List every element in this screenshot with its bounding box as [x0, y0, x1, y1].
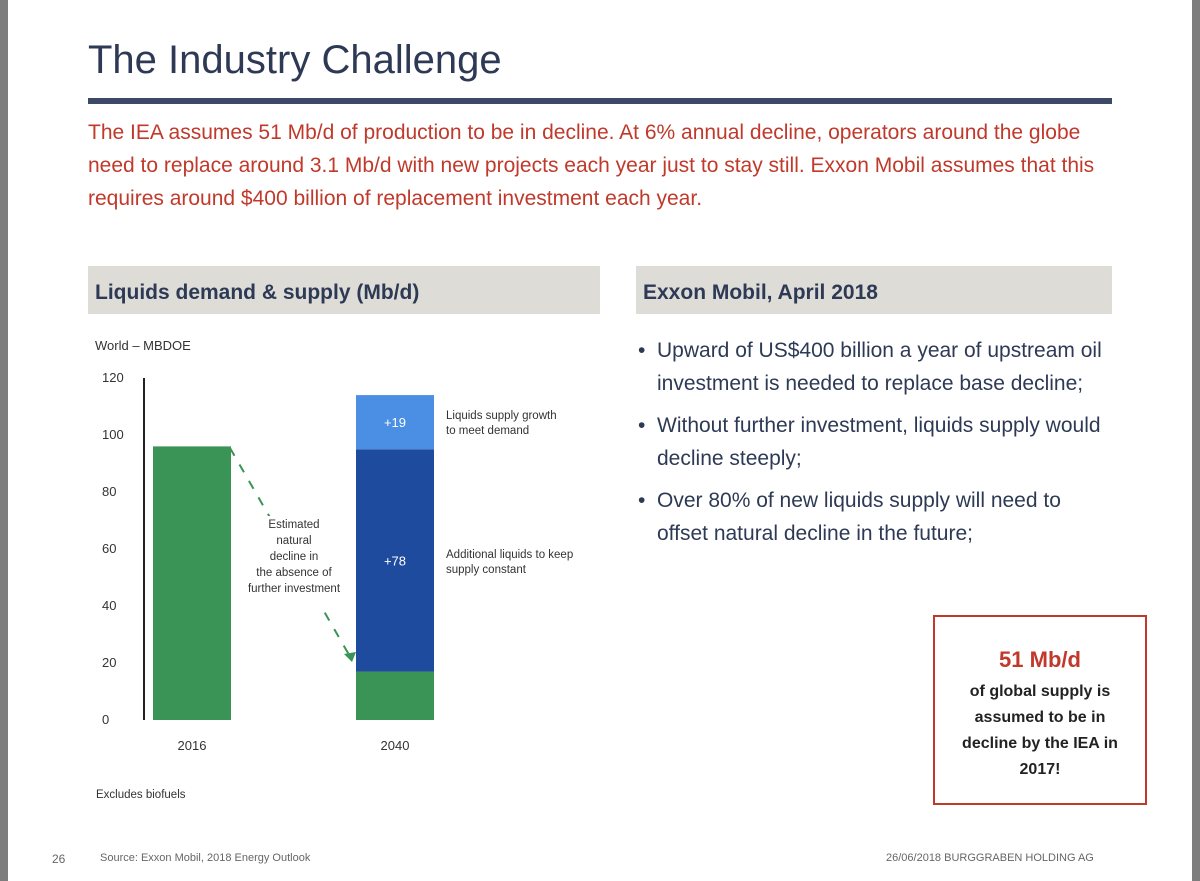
decline-arrowhead [344, 652, 356, 662]
chart-footnote: Excludes biofuels [96, 789, 186, 801]
footer-date-company: 26/06/2018 BURGGRABEN HOLDING AG [886, 852, 1094, 864]
y-tick-label: 120 [102, 370, 124, 385]
y-tick-label: 40 [102, 598, 116, 613]
additional-annotation: Additional liquids to keep supply constan… [446, 549, 573, 576]
callout-box: 51 Mb/d of global supply is assumed to b… [933, 615, 1147, 805]
bar-data-label: +78 [384, 553, 406, 568]
bullet-item: • Over 80% of new liquids supply will nee… [634, 484, 1114, 550]
chart-panel-header: Liquids demand & supply (Mb/d) [88, 266, 600, 314]
callout-text: of global supply is assumed to be in dec… [962, 683, 1118, 778]
bullets-panel-header: Exxon Mobil, April 2018 [636, 266, 1112, 314]
bar-segment [356, 671, 434, 720]
callout-highlight: 51 Mb/d [999, 647, 1081, 672]
x-tick-label: 2040 [381, 738, 410, 753]
bullet-dot-icon: • [638, 339, 646, 362]
bar-segment [356, 395, 434, 450]
y-tick-label: 80 [102, 484, 116, 499]
bullet-dot-icon: • [638, 414, 646, 437]
footer-source: Source: Exxon Mobil, 2018 Energy Outlook [100, 852, 311, 864]
title-rule [88, 98, 1112, 104]
chart-subtitle: World – MBDOE [95, 338, 191, 353]
bullet-dot-icon: • [638, 489, 646, 512]
y-axis: 0 20 40 60 80 100 120 [102, 370, 124, 727]
y-tick-label: 100 [102, 427, 124, 442]
bullet-list: • Upward of US$400 billion a year of upst… [634, 334, 1114, 559]
bar-data-label: +19 [384, 415, 406, 430]
y-tick-label: 20 [102, 655, 116, 670]
page-title: The Industry Challenge [88, 38, 502, 82]
y-tick-label: 0 [102, 712, 109, 727]
decline-note-bg [254, 516, 336, 612]
intro-text: The IEA assumes 51 Mb/d of production to… [88, 121, 1095, 210]
x-axis-labels: 2016 2040 [178, 738, 410, 753]
bar-segment [356, 449, 434, 672]
decline-annotation: Estimated natural decline in the absence of… [248, 519, 341, 595]
slide: The Industry Challenge The IEA assumes 5… [8, 0, 1192, 881]
page-number: 26 [52, 852, 66, 866]
x-tick-label: 2016 [178, 738, 207, 753]
bullet-item: • Upward of US$400 billion a year of upst… [634, 334, 1114, 400]
growth-annotation: Liquids supply growth to meet demand [446, 410, 557, 437]
bars: +78 +19 [153, 395, 434, 720]
y-tick-label: 60 [102, 541, 116, 556]
bar-segment [153, 446, 231, 720]
bullet-item: • Without further investment, liquids sup… [634, 409, 1114, 475]
